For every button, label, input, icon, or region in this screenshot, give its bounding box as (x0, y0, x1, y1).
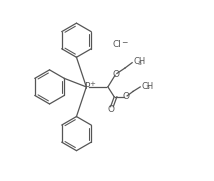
Text: 3: 3 (145, 85, 149, 90)
Text: 3: 3 (137, 61, 141, 66)
Text: O: O (112, 70, 119, 79)
Text: CH: CH (133, 57, 145, 66)
Text: Cl: Cl (112, 40, 121, 49)
Text: +: + (90, 81, 95, 87)
Text: CH: CH (141, 81, 153, 90)
Text: −: − (121, 38, 127, 47)
Text: O: O (108, 105, 115, 114)
Text: O: O (122, 92, 129, 101)
Text: P: P (84, 82, 89, 91)
